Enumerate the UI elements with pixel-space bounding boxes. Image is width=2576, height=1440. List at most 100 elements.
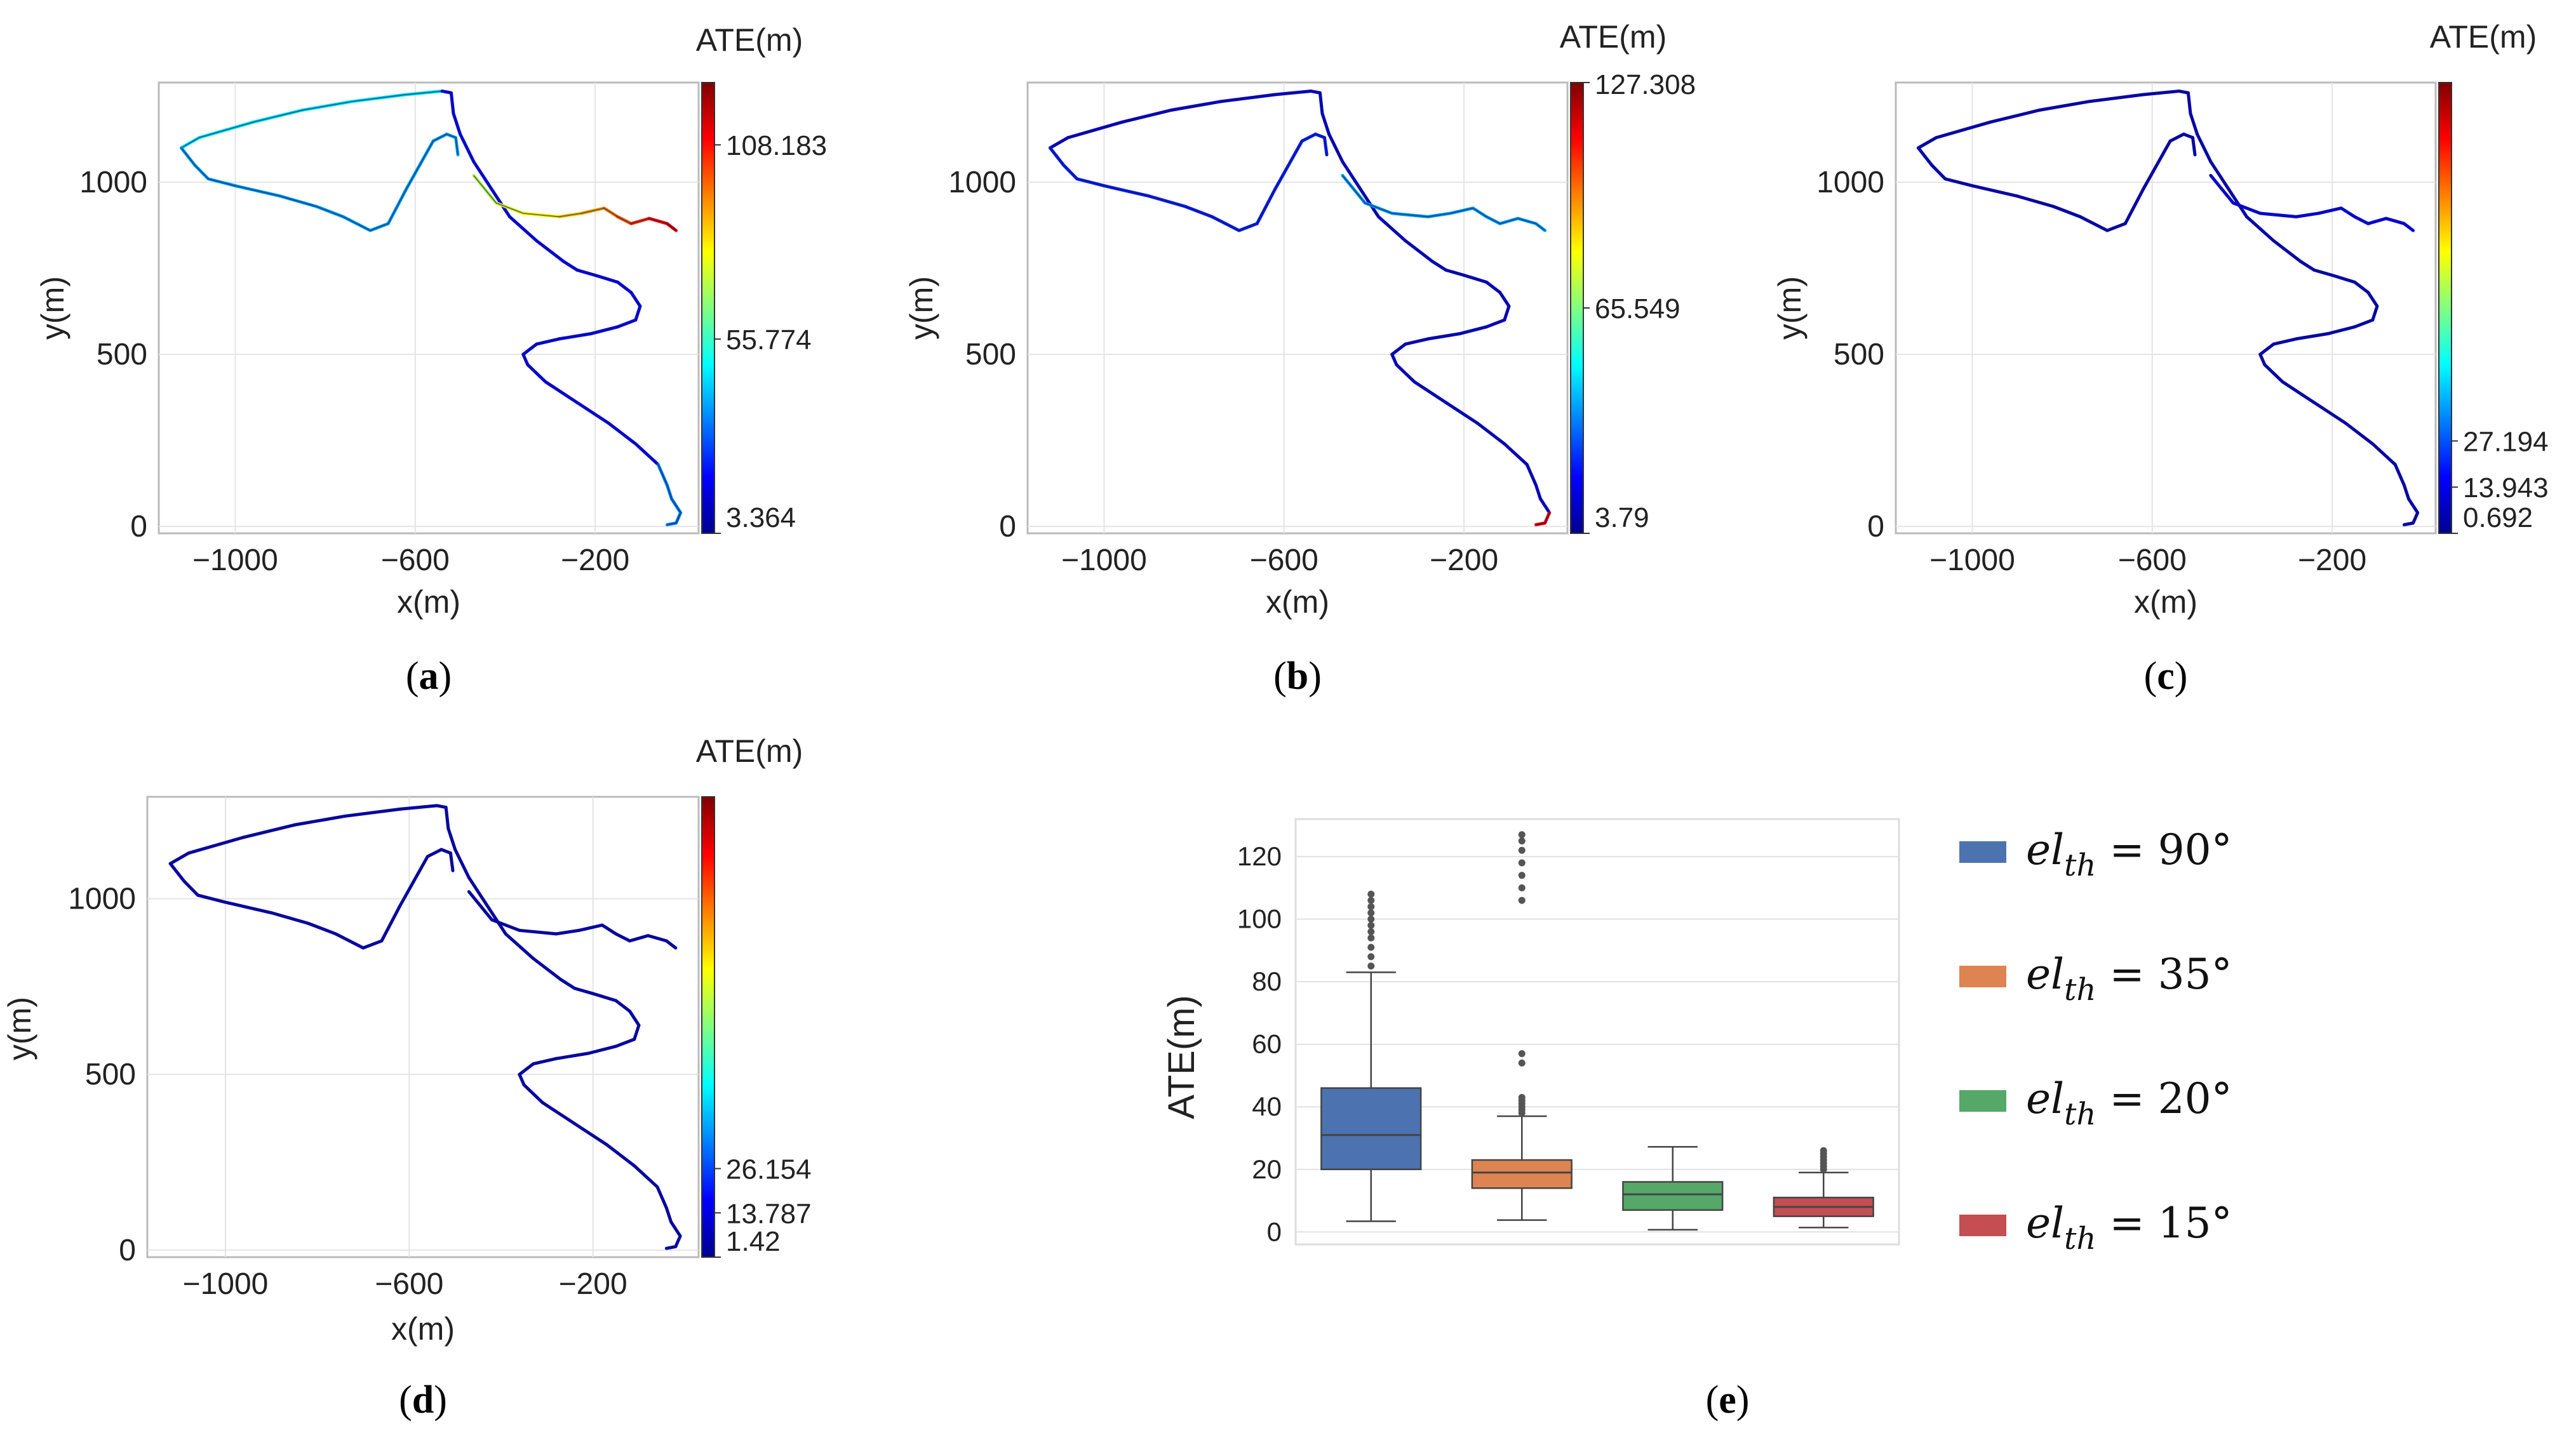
x-ticks-c: −1000 −600 −200 (1929, 543, 2366, 577)
legend-sub: th (2064, 848, 2096, 883)
caption-d: (d) (399, 1378, 447, 1422)
boxplot-y-tick-label: 100 (1237, 904, 1282, 934)
reference-trajectory (170, 848, 454, 949)
reference-trajectory (473, 175, 677, 231)
colorbar-tick-label: 13.787 (726, 1198, 812, 1229)
boxplot-legend: elth = 90°elth = 35°elth = 20°elth = 15° (1959, 825, 2232, 1257)
reference-trajectory (2210, 175, 2414, 231)
caption-label-d: d (412, 1378, 434, 1422)
grid-c (1896, 83, 2436, 533)
trajectory-d (168, 804, 682, 1250)
outlier-point (1367, 943, 1375, 951)
x-axis-label-d: x(m) (391, 1311, 455, 1347)
caption-b: (b) (1273, 655, 1322, 698)
legend-var: el (2026, 950, 2064, 999)
boxplot-y-tick-label: 80 (1252, 966, 1282, 996)
y-axis-label-a: y(m) (35, 276, 70, 340)
colorbar-tick-label: 26.154 (726, 1154, 812, 1185)
x-ticks-a: −1000 −600 −200 (192, 543, 629, 577)
colorbar-c (2438, 82, 2452, 534)
box-iqr (1320, 1087, 1422, 1171)
x-tick-label: −200 (2298, 543, 2366, 577)
grid-d (147, 797, 699, 1257)
legend-swatch (1959, 1215, 2006, 1236)
boxplot-y-tick-label: 20 (1252, 1154, 1282, 1184)
y-ticks-b: 0 500 1000 (948, 166, 1016, 543)
colorbar-tick-label: 13.943 (2463, 472, 2549, 503)
outlier-point (1518, 872, 1526, 879)
reference-trajectory (1917, 133, 2196, 232)
x-axis-label-a: x(m) (397, 584, 460, 620)
outlier-point (1367, 963, 1375, 970)
x-ticks-d: −1000 −600 −200 (183, 1267, 627, 1301)
y-tick-label: 0 (999, 510, 1016, 543)
outlier-point (1820, 1147, 1827, 1154)
reference-trajectory (1049, 133, 1328, 232)
plot-area-c (1895, 81, 2437, 535)
y-axis-label-c: y(m) (1772, 276, 1808, 340)
caption-e: (e) (1706, 1378, 1750, 1422)
y-ticks-a: 0 500 1000 (79, 166, 147, 543)
legend-sub: th (2064, 1221, 2096, 1257)
trajectory-a (179, 90, 683, 526)
y-tick-label: 1000 (79, 166, 147, 199)
x-tick-label: −600 (2118, 543, 2187, 577)
panel-a: −1000 −600 −200 0 500 1000 x(m) y(m) 108.183… (35, 22, 827, 698)
plot-area-b (1026, 81, 1569, 535)
x-axis-label-b: x(m) (1266, 584, 1329, 620)
outlier-point (1367, 953, 1375, 961)
box-3 (1622, 1146, 1724, 1231)
outlier-point (1518, 859, 1526, 867)
colorbar-title-c: ATE(m) (2430, 19, 2537, 55)
y-axis-label-b: y(m) (904, 276, 939, 340)
legend-label: elth = 20° (2026, 1074, 2232, 1132)
outlier-point (1367, 916, 1375, 923)
x-tick-label: −200 (1430, 543, 1498, 577)
colorbar-tick-label: 27.194 (2463, 426, 2549, 457)
colorbar-ticks-b: 127.308 65.549 3.79 (1583, 69, 1696, 534)
boxplot-y-tick-label: 120 (1237, 841, 1282, 871)
outlier-point (1367, 909, 1375, 917)
x-tick-label: −1000 (1929, 543, 2015, 577)
legend-swatch (1959, 966, 2006, 987)
legend-rest: = 15° (2096, 1199, 2232, 1248)
outlier-point (1518, 837, 1526, 844)
boxplot-y-ticks: 0 20 40 60 80 100 120 (1237, 841, 1282, 1246)
legend-var: el (2026, 1074, 2064, 1123)
box-4 (1773, 1147, 1874, 1229)
y-tick-label: 500 (85, 1058, 136, 1091)
x-tick-label: −1000 (192, 543, 278, 577)
colorbar-title-a: ATE(m) (696, 22, 803, 58)
outlier-point (1367, 897, 1375, 904)
legend-rest: = 90° (2096, 825, 2232, 874)
y-tick-label: 500 (965, 338, 1016, 371)
y-tick-label: 0 (130, 510, 147, 543)
legend-rest: = 20° (2096, 1074, 2232, 1123)
reference-trajectory (1049, 90, 1550, 526)
boxplot-y-tick-label: 0 (1267, 1217, 1282, 1246)
x-tick-label: −1000 (1061, 543, 1147, 577)
boxplot-y-tick-label: 60 (1252, 1029, 1282, 1059)
plot-area-a (158, 81, 700, 535)
outlier-point (1518, 1050, 1526, 1057)
reference-trajectory (1342, 175, 1546, 231)
colorbar-tick-label: 127.308 (1595, 69, 1696, 100)
x-tick-label: −200 (559, 1267, 627, 1301)
colorbar-a (701, 82, 715, 534)
colorbar-tick-label: 3.79 (1595, 502, 1649, 533)
outlier-point (1367, 928, 1375, 935)
outlier-point (1367, 922, 1375, 929)
caption-label-a: a (419, 655, 439, 698)
y-ticks-d: 0 500 1000 (68, 882, 136, 1267)
legend-label: elth = 35° (2026, 950, 2232, 1008)
outlier-point (1518, 1093, 1526, 1101)
x-tick-label: −600 (1250, 543, 1318, 577)
x-axis-label-c: x(m) (2134, 584, 2197, 620)
y-tick-label: 1000 (1816, 166, 1884, 199)
legend-swatch (1959, 1090, 2006, 1112)
legend-rest: = 35° (2096, 950, 2232, 999)
outlier-point (1518, 897, 1526, 904)
boxplot-grid (1296, 856, 1899, 1233)
